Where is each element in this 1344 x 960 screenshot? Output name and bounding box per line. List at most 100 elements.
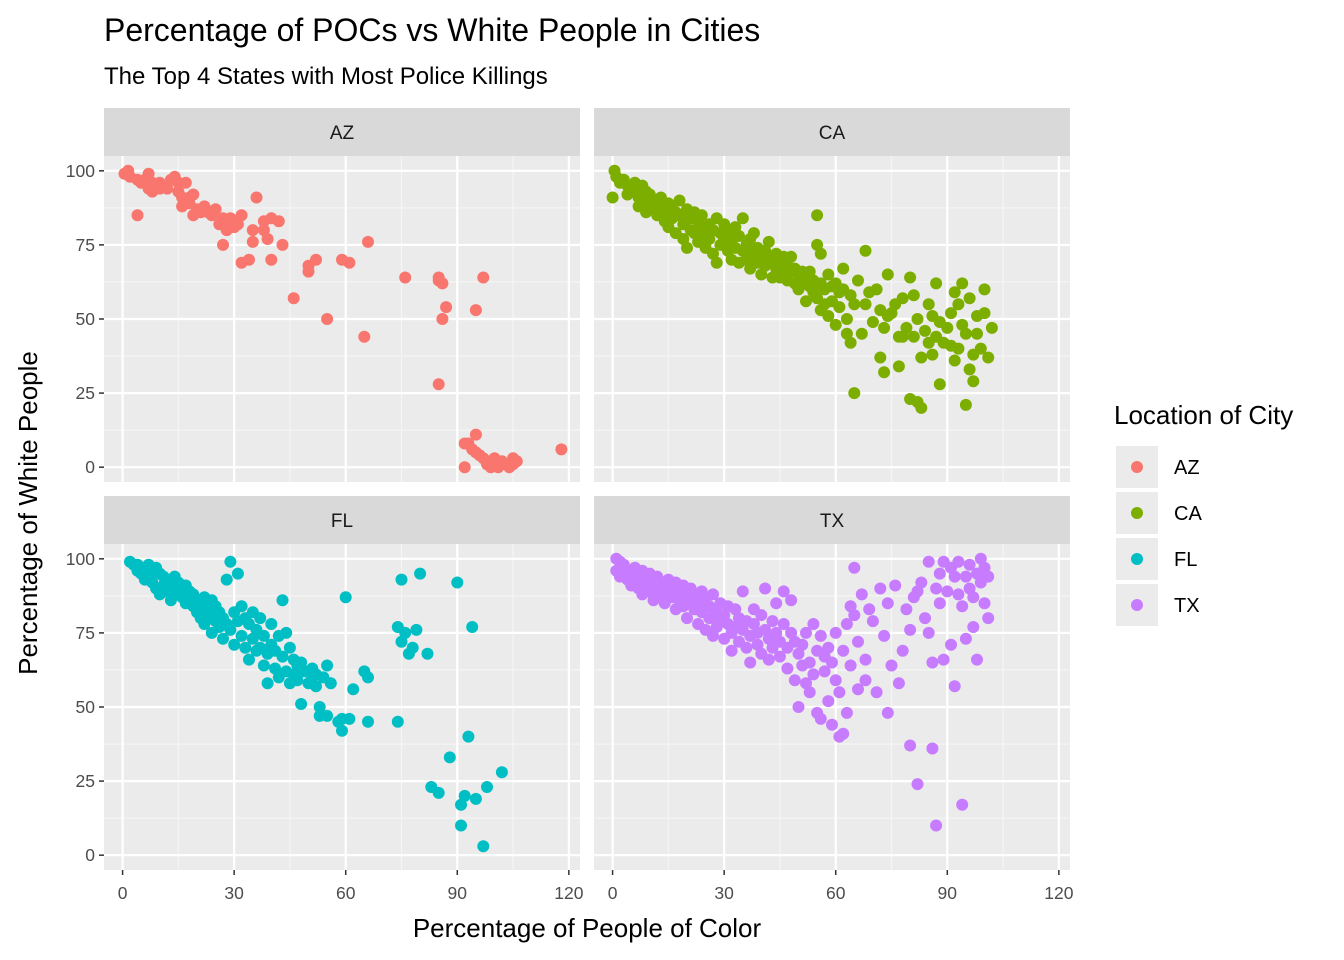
data-point bbox=[276, 650, 289, 663]
data-point bbox=[866, 316, 879, 328]
data-point bbox=[885, 659, 898, 672]
data-point bbox=[848, 609, 861, 622]
facet-panels: AZ 0 25 50 75 100 CA FL 0 25 50 75 100 0 30 60 90 120 TX 0 3… bbox=[66, 108, 1074, 903]
data-point bbox=[246, 235, 259, 248]
chart-subtitle: The Top 4 States with Most Police Killin… bbox=[104, 63, 548, 90]
data-point bbox=[280, 626, 293, 639]
data-point bbox=[276, 238, 289, 251]
data-point bbox=[837, 262, 850, 275]
data-point bbox=[978, 283, 991, 296]
x-tick-label: 60 bbox=[336, 883, 356, 903]
data-point bbox=[462, 730, 475, 743]
data-point bbox=[837, 727, 850, 740]
data-point bbox=[840, 706, 853, 719]
data-point bbox=[829, 626, 842, 639]
data-point bbox=[907, 330, 920, 343]
data-point bbox=[985, 321, 998, 334]
data-point bbox=[833, 301, 846, 314]
data-point bbox=[436, 313, 449, 325]
data-point bbox=[736, 585, 749, 598]
data-point bbox=[321, 659, 334, 672]
data-point bbox=[399, 626, 412, 639]
data-point bbox=[710, 256, 723, 269]
legend-marker bbox=[1131, 553, 1143, 565]
y-tick-label: 0 bbox=[85, 845, 95, 865]
data-point bbox=[440, 301, 453, 314]
data-point bbox=[941, 321, 954, 334]
data-point bbox=[788, 674, 801, 687]
data-point bbox=[896, 644, 909, 657]
data-point bbox=[848, 387, 861, 400]
data-point bbox=[777, 618, 790, 630]
legend-title: Location of City bbox=[1114, 400, 1293, 430]
legend-label: FL bbox=[1174, 549, 1197, 571]
data-point bbox=[265, 618, 278, 630]
data-point bbox=[606, 191, 619, 204]
data-point bbox=[852, 274, 864, 287]
data-point bbox=[933, 378, 946, 391]
data-point bbox=[295, 698, 308, 710]
data-point bbox=[859, 244, 872, 257]
data-point bbox=[179, 176, 192, 189]
data-point bbox=[781, 662, 794, 675]
data-point bbox=[855, 588, 868, 601]
data-point bbox=[870, 283, 883, 296]
legend-label: CA bbox=[1174, 503, 1202, 525]
data-point bbox=[948, 680, 961, 693]
data-point bbox=[959, 632, 972, 645]
data-point bbox=[187, 188, 200, 201]
data-point bbox=[967, 375, 980, 388]
chart-title: Percentage of POCs vs White People in Ci… bbox=[104, 12, 760, 48]
data-point bbox=[926, 656, 939, 669]
facet-strip bbox=[104, 496, 580, 544]
data-point bbox=[974, 342, 987, 355]
data-point bbox=[261, 233, 274, 245]
data-point bbox=[681, 241, 693, 254]
data-point bbox=[466, 621, 479, 633]
data-point bbox=[811, 209, 824, 222]
data-point bbox=[257, 659, 270, 672]
y-tick-label: 100 bbox=[66, 161, 95, 181]
data-point bbox=[807, 618, 820, 630]
data-point bbox=[859, 653, 872, 666]
data-point bbox=[131, 209, 144, 222]
data-point bbox=[220, 573, 233, 586]
data-point bbox=[952, 298, 965, 311]
data-point bbox=[859, 298, 872, 311]
facet-strip bbox=[104, 108, 580, 156]
data-point bbox=[443, 751, 456, 764]
data-point bbox=[283, 641, 296, 654]
data-point bbox=[915, 351, 928, 364]
data-point bbox=[922, 626, 935, 639]
data-point bbox=[707, 588, 719, 601]
data-point bbox=[803, 656, 816, 669]
data-point bbox=[848, 298, 861, 311]
legend-marker bbox=[1131, 599, 1143, 611]
data-point bbox=[978, 307, 991, 320]
data-point bbox=[915, 576, 928, 589]
data-point bbox=[948, 286, 961, 299]
x-tick-label: 120 bbox=[1044, 883, 1073, 903]
data-point bbox=[881, 706, 894, 719]
data-point bbox=[432, 378, 445, 391]
data-point bbox=[235, 629, 248, 642]
data-point bbox=[904, 271, 917, 284]
data-point bbox=[904, 739, 917, 752]
facet-strip-label: AZ bbox=[330, 123, 355, 144]
facet-strip-label: TX bbox=[820, 511, 845, 532]
data-point bbox=[826, 718, 838, 731]
data-point bbox=[235, 209, 248, 222]
data-point bbox=[406, 641, 419, 654]
data-point bbox=[822, 268, 835, 281]
data-point bbox=[963, 558, 976, 571]
data-point bbox=[896, 292, 909, 305]
data-point bbox=[336, 724, 348, 737]
data-point bbox=[243, 253, 255, 266]
data-point bbox=[744, 656, 757, 669]
data-point bbox=[971, 653, 983, 666]
data-point bbox=[956, 798, 969, 811]
data-point bbox=[785, 594, 798, 607]
data-point bbox=[458, 789, 471, 802]
data-point bbox=[469, 304, 482, 317]
data-point bbox=[881, 268, 894, 281]
